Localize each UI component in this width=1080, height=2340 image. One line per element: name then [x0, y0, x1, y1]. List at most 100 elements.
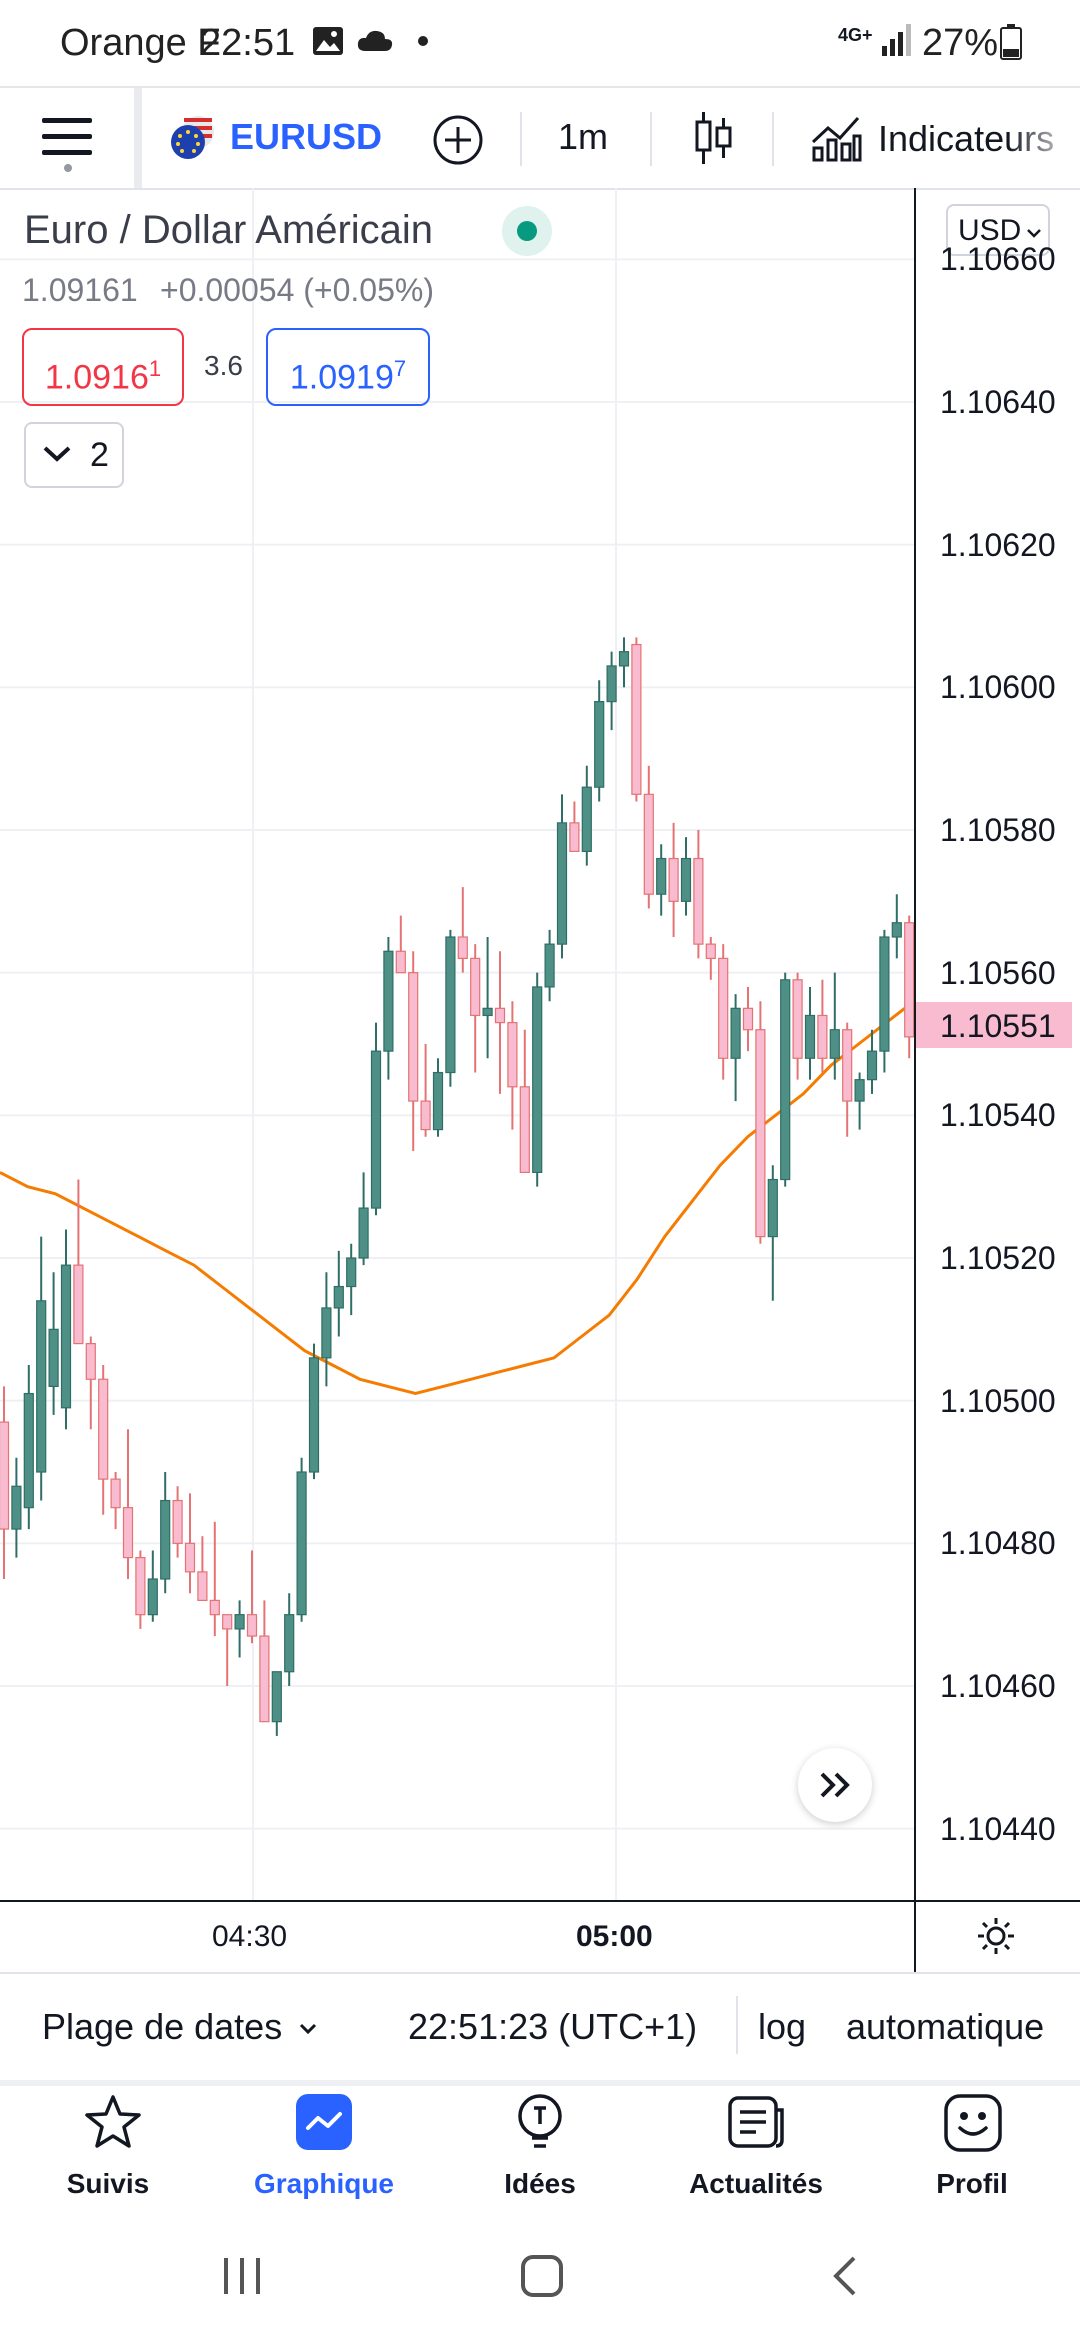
market-open-dot-icon — [517, 221, 537, 241]
candle-body — [408, 972, 419, 1102]
indicators-button[interactable]: Indicateurs — [808, 106, 1080, 170]
price-tick: 1.10520 — [940, 1240, 1056, 1276]
home-icon[interactable] — [520, 2254, 564, 2303]
menu-icon[interactable] — [40, 116, 96, 165]
candle-body — [370, 1050, 382, 1209]
scroll-to-realtime-button[interactable] — [798, 1748, 872, 1822]
indicators-collapse-button[interactable]: 2 — [24, 422, 124, 488]
candle-body — [197, 1571, 208, 1602]
cloud-icon — [356, 28, 394, 57]
indicator-count: 2 — [90, 436, 109, 474]
candle-body — [569, 822, 580, 852]
candle-body — [742, 1007, 754, 1031]
candle-body — [209, 1599, 220, 1616]
price-tick: 1.10480 — [940, 1525, 1056, 1562]
candle-body — [656, 857, 667, 895]
candle-type-icon[interactable] — [694, 110, 734, 171]
candle-body — [122, 1507, 134, 1559]
candle-body — [346, 1257, 357, 1288]
indicators-icon — [810, 112, 862, 167]
chevron-down-icon — [42, 444, 72, 469]
smiley-icon — [944, 2094, 1002, 2157]
price-tick: 1.10540 — [940, 1097, 1056, 1134]
chart-pane[interactable] — [0, 188, 914, 1900]
lightbulb-icon — [512, 2092, 568, 2157]
candle-body — [172, 1499, 183, 1544]
nav-item-graphique[interactable] — [224, 2090, 424, 2210]
nav-item-profil[interactable] — [872, 2090, 1072, 2210]
date-range-button[interactable]: Plage de dates — [40, 1996, 340, 2056]
symbol-label: EURUSD — [230, 116, 383, 157]
chart-bottom-bar — [0, 1972, 1080, 2082]
candle-body — [321, 1307, 332, 1359]
buy-button[interactable]: 1.09197 — [266, 328, 430, 406]
toolbar-divider — [520, 112, 522, 166]
price-tick: 1.10460 — [940, 1668, 1056, 1704]
back-icon[interactable] — [830, 2254, 860, 2303]
candle-body — [246, 1614, 258, 1637]
eu-us-flag-icon — [168, 110, 222, 169]
candle-body — [606, 665, 617, 703]
candle-body — [532, 986, 543, 1174]
sell-button[interactable]: 1.09161 — [22, 328, 184, 406]
nav-item-actualites[interactable] — [656, 2090, 856, 2210]
candle-body — [383, 950, 394, 1052]
buy-price: 1.0919 — [289, 358, 394, 397]
candle-body — [829, 1029, 840, 1059]
currency-selector[interactable]: USD — [946, 204, 1050, 256]
menu-badge-dot — [64, 164, 72, 172]
timezone-clock[interactable]: 22:51:23 (UTC+1) — [408, 2006, 698, 2047]
candlestick-chart[interactable] — [0, 188, 914, 1900]
candle-body — [581, 786, 592, 853]
nav-label-profil: Profil — [936, 2168, 1008, 2199]
candle-body — [284, 1614, 295, 1673]
candle-body — [457, 936, 468, 959]
market-status-indicator[interactable] — [502, 206, 552, 256]
star-icon — [84, 2094, 142, 2155]
candle-body — [333, 1285, 344, 1309]
nav-item-suivis[interactable] — [8, 2090, 208, 2210]
auto-scale-toggle[interactable]: automatique — [846, 2006, 1045, 2047]
candle-body — [755, 1029, 766, 1238]
compare-add-icon[interactable] — [432, 114, 484, 171]
time-scale[interactable] — [0, 1900, 1080, 1974]
candle-body — [705, 943, 716, 960]
price-tick: 1.10440 — [940, 1810, 1056, 1847]
candle-body — [891, 922, 902, 938]
candle-body — [680, 857, 692, 902]
buy-price-pip: 7 — [393, 356, 407, 381]
fade-overlay — [1008, 106, 1080, 170]
candle-body — [160, 1499, 171, 1580]
chart-settings-icon[interactable] — [976, 1916, 1016, 1961]
candle-body — [184, 1542, 196, 1573]
candle-body — [0, 1421, 10, 1530]
sell-price: 1.0916 — [44, 358, 149, 397]
interval-button[interactable]: 1m — [558, 116, 609, 157]
candle-body — [866, 1050, 878, 1081]
last-price: 1.09161 — [22, 272, 138, 308]
price-change: +0.00054 (+0.05%) — [160, 272, 434, 308]
double-chevron-right-icon — [818, 1770, 854, 1805]
symbol-selector[interactable]: EURUSD — [164, 106, 424, 170]
price-tick: 1.10660 — [940, 241, 1056, 278]
candle-body — [693, 857, 704, 945]
candle-body — [817, 1014, 828, 1059]
candle-body — [308, 1357, 320, 1473]
nav-item-idees[interactable] — [440, 2090, 640, 2210]
price-tick: 1.10580 — [940, 812, 1056, 848]
log-scale-toggle[interactable]: log — [758, 2006, 807, 2047]
news-icon — [728, 2096, 786, 2155]
bottom-navigation — [0, 2080, 1080, 2216]
candle-body — [482, 1007, 493, 1017]
candle-body — [395, 950, 406, 974]
chart-icon — [296, 2094, 352, 2150]
candle-body — [432, 1071, 444, 1131]
candle-body — [222, 1614, 233, 1630]
clock-label: 22:51 — [200, 22, 296, 64]
price-scale[interactable] — [914, 188, 1080, 1900]
price-tick: 1.10640 — [940, 384, 1056, 420]
nav-label-actualites: Actualités — [689, 2168, 823, 2199]
recent-apps-icon[interactable] — [220, 2256, 264, 2301]
candle-body — [470, 957, 481, 1017]
candle-body — [420, 1100, 431, 1131]
